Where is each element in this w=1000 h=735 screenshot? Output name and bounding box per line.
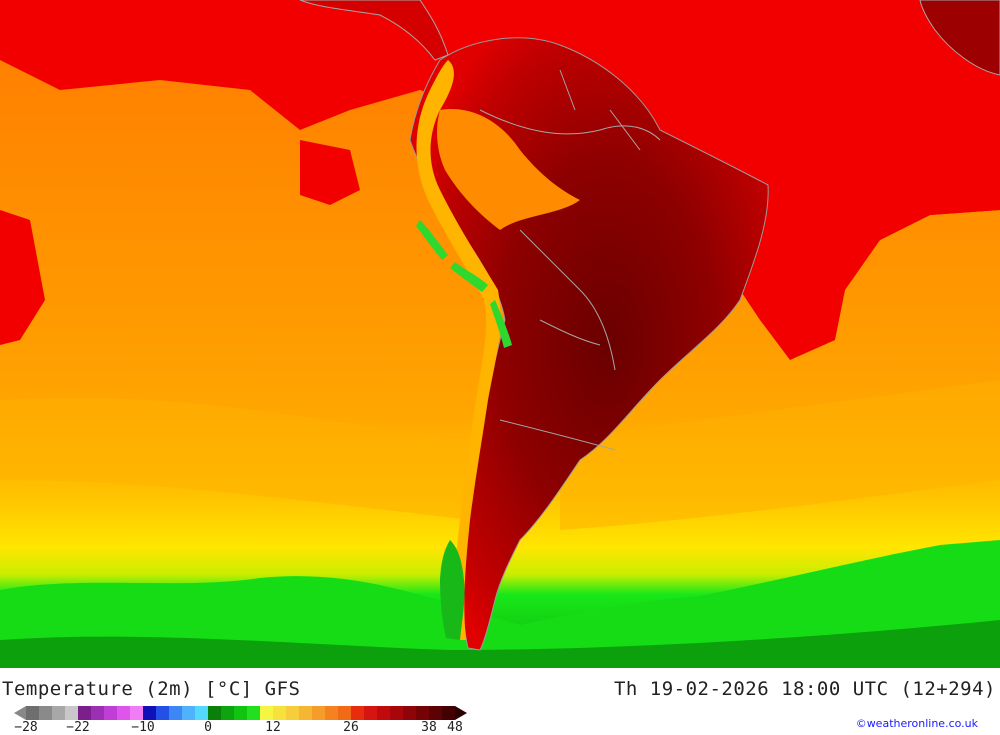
legend-swatch xyxy=(156,706,169,720)
legend-swatch xyxy=(429,706,442,720)
legend-arrow-right-icon xyxy=(455,706,467,720)
valid-time: Th 19-02-2026 18:00 UTC (12+294) xyxy=(614,678,996,700)
legend-swatch xyxy=(351,706,364,720)
legend-swatch xyxy=(260,706,273,720)
legend-swatch xyxy=(299,706,312,720)
legend-swatch xyxy=(78,706,91,720)
legend-swatch xyxy=(416,706,429,720)
legend-swatch xyxy=(286,706,299,720)
legend-swatch xyxy=(364,706,377,720)
legend-swatch xyxy=(52,706,65,720)
legend-swatch xyxy=(169,706,182,720)
temperature-map xyxy=(0,0,1000,668)
legend-arrow-left-icon xyxy=(14,706,26,720)
legend-swatch xyxy=(442,706,455,720)
legend-swatch xyxy=(208,706,221,720)
legend-swatch xyxy=(312,706,325,720)
legend-swatch xyxy=(325,706,338,720)
legend-swatch xyxy=(403,706,416,720)
legend-swatch xyxy=(143,706,156,720)
legend-swatch xyxy=(247,706,260,720)
legend-swatch xyxy=(390,706,403,720)
credit-link[interactable]: ©weatheronline.co.uk xyxy=(856,717,978,730)
legend-swatch xyxy=(195,706,208,720)
legend-swatch xyxy=(273,706,286,720)
legend-swatch xyxy=(234,706,247,720)
legend-swatch xyxy=(65,706,78,720)
legend-swatch xyxy=(182,706,195,720)
legend-swatch xyxy=(104,706,117,720)
legend-swatch xyxy=(39,706,52,720)
legend-swatch xyxy=(377,706,390,720)
legend-swatch xyxy=(117,706,130,720)
legend-swatch xyxy=(338,706,351,720)
legend-swatch xyxy=(91,706,104,720)
map-title: Temperature (2m) [°C] GFS xyxy=(2,678,300,700)
legend-swatch xyxy=(130,706,143,720)
legend-swatch xyxy=(221,706,234,720)
map-footer: Temperature (2m) [°C] GFS Th 19-02-2026 … xyxy=(0,668,1000,733)
color-legend xyxy=(26,706,455,720)
legend-swatch xyxy=(26,706,39,720)
